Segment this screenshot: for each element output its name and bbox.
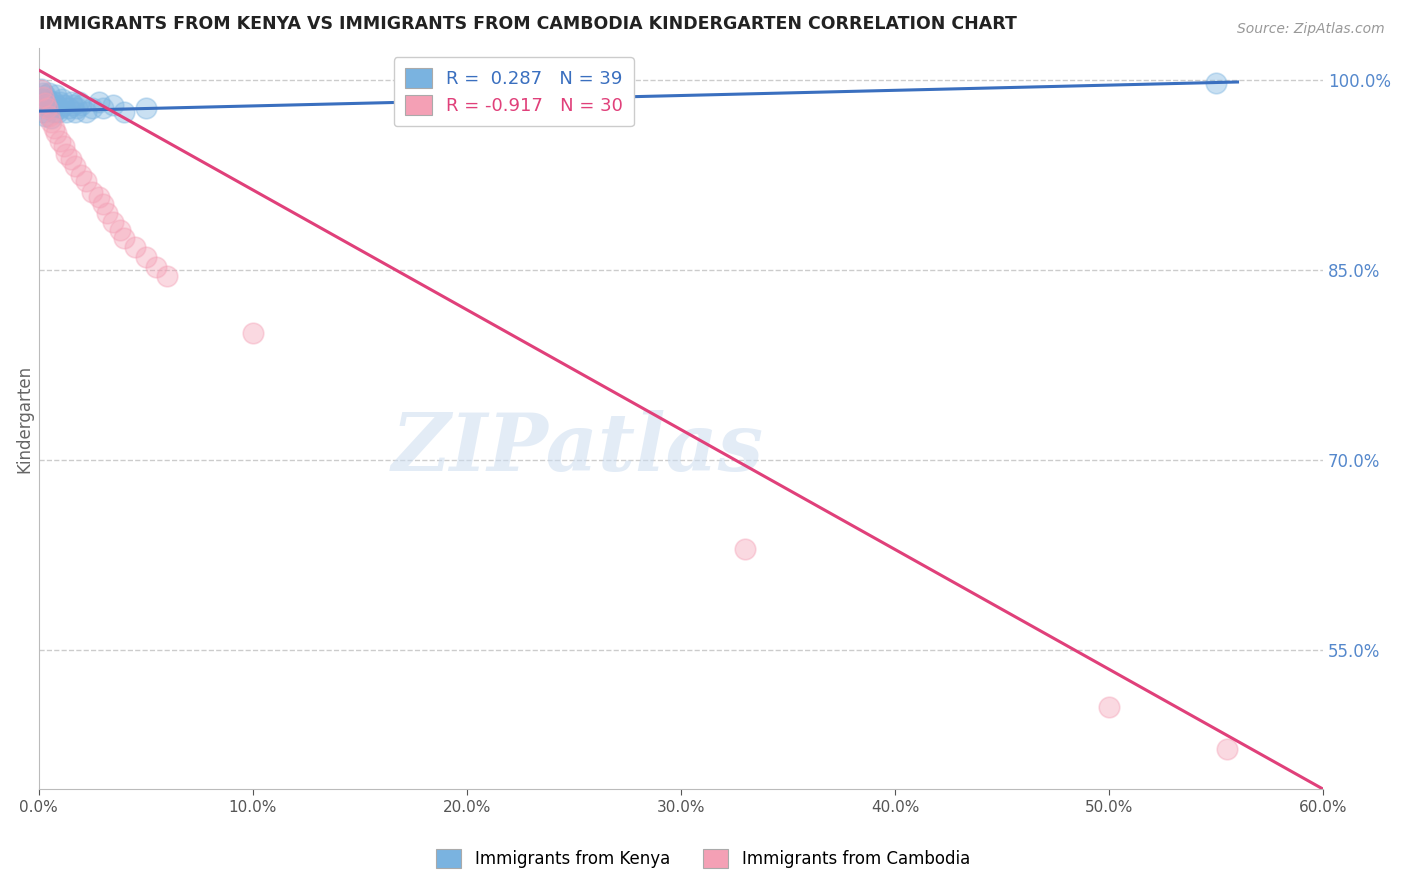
Point (1205, 76, 1227, 90)
Point (37, 92, 59, 106)
Point (63, 104, 86, 119)
Point (75, 104, 97, 119)
Point (55, 146, 77, 161)
Point (31, 104, 53, 119)
Point (59, 95, 82, 109)
Point (1216, 741, 1239, 756)
Point (59, 152, 82, 166)
Point (87, 95, 110, 109)
Point (62, 98, 84, 112)
Text: ZIPatlas: ZIPatlas (392, 409, 763, 487)
Point (34, 88, 56, 103)
Point (42, 104, 65, 119)
Point (1098, 699, 1121, 714)
Point (45, 126, 67, 140)
Point (80, 101, 103, 115)
Point (91, 101, 114, 115)
Point (34, 95, 56, 110)
Point (75, 174, 97, 188)
Point (66, 101, 89, 115)
Legend: R =  0.287   N = 39, R = -0.917   N = 30: R = 0.287 N = 39, R = -0.917 N = 30 (394, 57, 634, 126)
Point (55, 104, 77, 119)
Point (70, 168, 93, 182)
Point (30, 83, 52, 97)
Point (49, 134, 72, 148)
Point (135, 251, 157, 265)
Point (53, 139, 76, 153)
Point (156, 269, 179, 284)
Point (46, 104, 69, 119)
Point (87, 189, 110, 203)
Legend: Immigrants from Kenya, Immigrants from Cambodia: Immigrants from Kenya, Immigrants from C… (430, 843, 976, 875)
Point (45, 98, 67, 112)
Point (91, 197, 114, 211)
Point (38, 109, 60, 123)
Point (53, 98, 76, 112)
Point (108, 222, 131, 236)
Point (31, 95, 53, 110)
Point (67, 95, 90, 109)
Point (51, 92, 73, 106)
Point (49, 95, 72, 109)
Point (145, 260, 167, 275)
Point (103, 98, 125, 112)
Y-axis label: Kindergarten: Kindergarten (15, 365, 32, 473)
Point (242, 326, 264, 341)
Point (30, 82, 52, 96)
Point (135, 101, 157, 115)
Point (42, 95, 65, 109)
Point (31, 86, 53, 100)
Point (38, 95, 60, 109)
Point (37, 101, 59, 115)
Text: Source: ZipAtlas.com: Source: ZipAtlas.com (1237, 22, 1385, 37)
Text: IMMIGRANTS FROM KENYA VS IMMIGRANTS FROM CAMBODIA KINDERGARTEN CORRELATION CHART: IMMIGRANTS FROM KENYA VS IMMIGRANTS FROM… (38, 15, 1017, 33)
Point (38, 86, 60, 100)
Point (31, 89, 53, 103)
Point (112, 104, 135, 119)
Point (58, 101, 80, 115)
Point (734, 541, 756, 556)
Point (30, 92, 52, 106)
Point (41, 115, 63, 129)
Point (45, 88, 67, 103)
Point (63, 159, 86, 173)
Point (103, 215, 125, 229)
Point (34, 98, 56, 112)
Point (124, 240, 146, 254)
Point (37, 101, 59, 115)
Point (34, 109, 56, 123)
Point (49, 101, 72, 115)
Point (96, 206, 118, 220)
Point (42, 121, 65, 136)
Point (80, 185, 103, 199)
Point (41, 111, 63, 125)
Point (70, 98, 93, 112)
Point (112, 231, 135, 245)
Point (41, 101, 63, 115)
